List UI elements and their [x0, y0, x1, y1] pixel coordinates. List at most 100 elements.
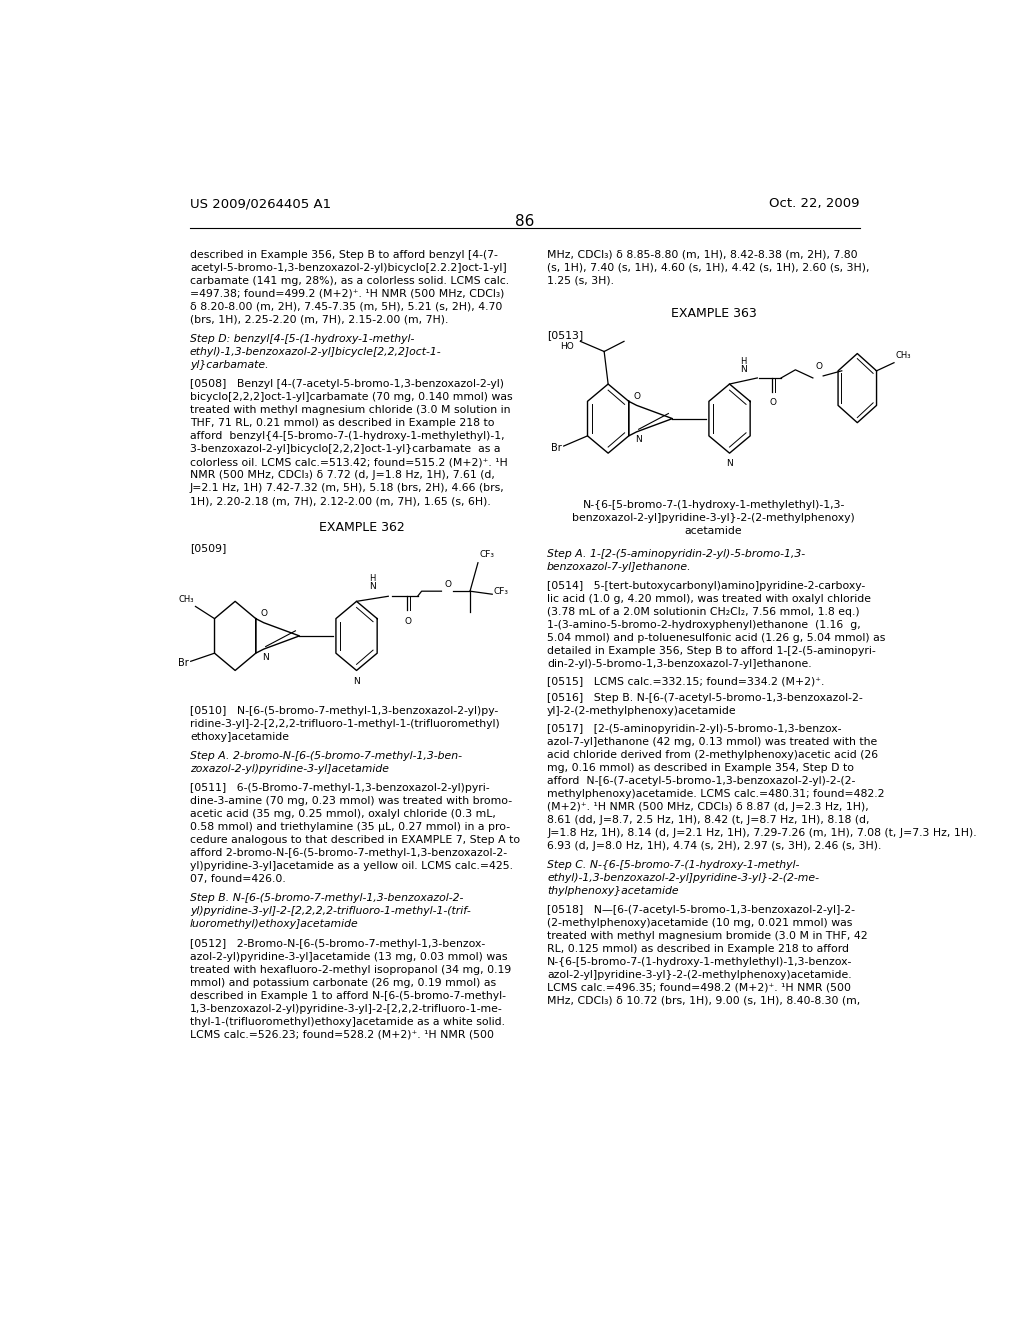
Text: MHz, CDCl₃) δ 8.85-8.80 (m, 1H), 8.42-8.38 (m, 2H), 7.80: MHz, CDCl₃) δ 8.85-8.80 (m, 1H), 8.42-8.… — [547, 249, 858, 260]
Text: Step A. 1-[2-(5-aminopyridin-2-yl)-5-bromo-1,3-: Step A. 1-[2-(5-aminopyridin-2-yl)-5-bro… — [547, 549, 805, 560]
Text: O: O — [770, 399, 776, 408]
Text: δ 8.20-8.00 (m, 2H), 7.45-7.35 (m, 5H), 5.21 (s, 2H), 4.70: δ 8.20-8.00 (m, 2H), 7.45-7.35 (m, 5H), … — [189, 302, 503, 312]
Text: described in Example 1 to afford N-[6-(5-bromo-7-methyl-: described in Example 1 to afford N-[6-(5… — [189, 990, 506, 1001]
Text: described in Example 356, Step B to afford benzyl [4-(7-: described in Example 356, Step B to affo… — [189, 249, 498, 260]
Text: O: O — [444, 581, 452, 589]
Text: 07, found=426.0.: 07, found=426.0. — [189, 874, 286, 884]
Text: O: O — [633, 392, 640, 401]
Text: J=2.1 Hz, 1H) 7.42-7.32 (m, 5H), 5.18 (brs, 2H), 4.66 (brs,: J=2.1 Hz, 1H) 7.42-7.32 (m, 5H), 5.18 (b… — [189, 483, 505, 494]
Text: J=1.8 Hz, 1H), 8.14 (d, J=2.1 Hz, 1H), 7.29-7.26 (m, 1H), 7.08 (t, J=7.3 Hz, 1H): J=1.8 Hz, 1H), 8.14 (d, J=2.1 Hz, 1H), 7… — [547, 828, 977, 838]
Text: Step B. N-[6-(5-bromo-7-methyl-1,3-benzoxazol-2-: Step B. N-[6-(5-bromo-7-methyl-1,3-benzo… — [189, 894, 463, 903]
Text: acetamide: acetamide — [685, 525, 742, 536]
Text: MHz, CDCl₃) δ 10.72 (brs, 1H), 9.00 (s, 1H), 8.40-8.30 (m,: MHz, CDCl₃) δ 10.72 (brs, 1H), 9.00 (s, … — [547, 995, 860, 1006]
Text: 1H), 2.20-2.18 (m, 7H), 2.12-2.00 (m, 7H), 1.65 (s, 6H).: 1H), 2.20-2.18 (m, 7H), 2.12-2.00 (m, 7H… — [189, 496, 490, 507]
Text: benzoxazol-2-yl]pyridine-3-yl}-2-(2-methylphenoxy): benzoxazol-2-yl]pyridine-3-yl}-2-(2-meth… — [572, 513, 855, 523]
Text: N: N — [369, 582, 376, 591]
Text: yl)pyridine-3-yl]acetamide as a yellow oil. LCMS calc.=425.: yl)pyridine-3-yl]acetamide as a yellow o… — [189, 862, 513, 871]
Text: 1,3-benzoxazol-2-yl)pyridine-3-yl]-2-[2,2,2-trifluoro-1-me-: 1,3-benzoxazol-2-yl)pyridine-3-yl]-2-[2,… — [189, 1003, 503, 1014]
Text: [0515]   LCMS calc.=332.15; found=334.2 (M+2)⁺.: [0515] LCMS calc.=332.15; found=334.2 (M… — [547, 676, 824, 686]
Text: Step A. 2-bromo-N-[6-(5-bromo-7-methyl-1,3-ben-: Step A. 2-bromo-N-[6-(5-bromo-7-methyl-1… — [189, 751, 462, 762]
Text: acetyl-5-bromo-1,3-benzoxazol-2-yl)bicyclo[2.2.2]oct-1-yl]: acetyl-5-bromo-1,3-benzoxazol-2-yl)bicyc… — [189, 263, 507, 273]
Text: CH₃: CH₃ — [896, 351, 911, 359]
Text: 6.93 (d, J=8.0 Hz, 1H), 4.74 (s, 2H), 2.97 (s, 3H), 2.46 (s, 3H).: 6.93 (d, J=8.0 Hz, 1H), 4.74 (s, 2H), 2.… — [547, 841, 882, 850]
Text: (3.78 mL of a 2.0M solutionin CH₂Cl₂, 7.56 mmol, 1.8 eq.): (3.78 mL of a 2.0M solutionin CH₂Cl₂, 7.… — [547, 607, 859, 618]
Text: detailed in Example 356, Step B to afford 1-[2-(5-aminopyri-: detailed in Example 356, Step B to affor… — [547, 647, 876, 656]
Text: CF₃: CF₃ — [494, 586, 509, 595]
Text: N: N — [262, 653, 268, 661]
Text: [0513]: [0513] — [547, 330, 584, 341]
Text: N: N — [740, 364, 746, 374]
Text: luoromethyl)ethoxy]acetamide: luoromethyl)ethoxy]acetamide — [189, 920, 358, 929]
Text: bicyclo[2,2,2]oct-1-yl]carbamate (70 mg, 0.140 mmol) was: bicyclo[2,2,2]oct-1-yl]carbamate (70 mg,… — [189, 392, 513, 403]
Text: O: O — [260, 609, 267, 618]
Text: RL, 0.125 mmol) as described in Example 218 to afford: RL, 0.125 mmol) as described in Example … — [547, 944, 849, 954]
Text: =497.38; found=499.2 (M+2)⁺. ¹H NMR (500 MHz, CDCl₃): =497.38; found=499.2 (M+2)⁺. ¹H NMR (500… — [189, 289, 504, 298]
Text: mmol) and potassium carbonate (26 mg, 0.19 mmol) as: mmol) and potassium carbonate (26 mg, 0.… — [189, 978, 496, 987]
Text: colorless oil. LCMS calc.=513.42; found=515.2 (M+2)⁺. ¹H: colorless oil. LCMS calc.=513.42; found=… — [189, 457, 508, 467]
Text: ethoxy]acetamide: ethoxy]acetamide — [189, 733, 289, 742]
Text: thyl-1-(trifluoromethyl)ethoxy]acetamide as a white solid.: thyl-1-(trifluoromethyl)ethoxy]acetamide… — [189, 1016, 505, 1027]
Text: 1.25 (s, 3H).: 1.25 (s, 3H). — [547, 276, 614, 286]
Text: Br: Br — [551, 444, 561, 453]
Text: 86: 86 — [515, 214, 535, 230]
Text: treated with methyl magnesium bromide (3.0 M in THF, 42: treated with methyl magnesium bromide (3… — [547, 931, 867, 941]
Text: afford  N-[6-(7-acetyl-5-bromo-1,3-benzoxazol-2-yl)-2-(2-: afford N-[6-(7-acetyl-5-bromo-1,3-benzox… — [547, 776, 855, 785]
Text: [0508]   Benzyl [4-(7-acetyl-5-bromo-1,3-benzoxazol-2-yl): [0508] Benzyl [4-(7-acetyl-5-bromo-1,3-b… — [189, 379, 504, 389]
Text: ridine-3-yl]-2-[2,2,2-trifluoro-1-methyl-1-(trifluoromethyl): ridine-3-yl]-2-[2,2,2-trifluoro-1-methyl… — [189, 719, 500, 729]
Text: din-2-yl)-5-bromo-1,3-benzoxazol-7-yl]ethanone.: din-2-yl)-5-bromo-1,3-benzoxazol-7-yl]et… — [547, 659, 812, 669]
Text: N-{6-[5-bromo-7-(1-hydroxy-1-methylethyl)-1,3-benzox-: N-{6-[5-bromo-7-(1-hydroxy-1-methylethyl… — [547, 957, 852, 966]
Text: (brs, 1H), 2.25-2.20 (m, 7H), 2.15-2.00 (m, 7H).: (brs, 1H), 2.25-2.20 (m, 7H), 2.15-2.00 … — [189, 315, 449, 325]
Text: Oct. 22, 2009: Oct. 22, 2009 — [769, 197, 860, 210]
Text: LCMS calc.=526.23; found=528.2 (M+2)⁺. ¹H NMR (500: LCMS calc.=526.23; found=528.2 (M+2)⁺. ¹… — [189, 1030, 494, 1040]
Text: 1-(3-amino-5-bromo-2-hydroxyphenyl)ethanone  (1.16  g,: 1-(3-amino-5-bromo-2-hydroxyphenyl)ethan… — [547, 620, 861, 630]
Text: EXAMPLE 363: EXAMPLE 363 — [671, 308, 757, 321]
Text: US 2009/0264405 A1: US 2009/0264405 A1 — [189, 197, 331, 210]
Text: HO: HO — [560, 342, 574, 351]
Text: yl)pyridine-3-yl]-2-[2,2,2,2-trifluoro-1-methyl-1-(trif-: yl)pyridine-3-yl]-2-[2,2,2,2-trifluoro-1… — [189, 907, 471, 916]
Text: mg, 0.16 mmol) as described in Example 354, Step D to: mg, 0.16 mmol) as described in Example 3… — [547, 763, 854, 772]
Text: carbamate (141 mg, 28%), as a colorless solid. LCMS calc.: carbamate (141 mg, 28%), as a colorless … — [189, 276, 509, 286]
Text: N-{6-[5-bromo-7-(1-hydroxy-1-methylethyl)-1,3-: N-{6-[5-bromo-7-(1-hydroxy-1-methylethyl… — [583, 500, 845, 510]
Text: O: O — [404, 616, 412, 626]
Text: thylphenoxy}acetamide: thylphenoxy}acetamide — [547, 886, 679, 896]
Text: treated with hexafluoro-2-methyl isopropanol (34 mg, 0.19: treated with hexafluoro-2-methyl isoprop… — [189, 965, 511, 974]
Text: yl]-2-(2-methylphenoxy)acetamide: yl]-2-(2-methylphenoxy)acetamide — [547, 706, 736, 717]
Text: 3-benzoxazol-2-yl]bicyclo[2,2,2]oct-1-yl}carbamate  as a: 3-benzoxazol-2-yl]bicyclo[2,2,2]oct-1-yl… — [189, 445, 501, 454]
Text: CH₃: CH₃ — [178, 595, 194, 605]
Text: [0518]   N—[6-(7-acetyl-5-bromo-1,3-benzoxazol-2-yl]-2-: [0518] N—[6-(7-acetyl-5-bromo-1,3-benzox… — [547, 904, 855, 915]
Text: ethyl)-1,3-benzoxazol-2-yl]bicycle[2,2,2]oct-1-: ethyl)-1,3-benzoxazol-2-yl]bicycle[2,2,2… — [189, 347, 441, 356]
Text: N: N — [635, 436, 642, 445]
Text: Step C. N-{6-[5-bromo-7-(1-hydroxy-1-methyl-: Step C. N-{6-[5-bromo-7-(1-hydroxy-1-met… — [547, 859, 800, 870]
Text: 8.61 (dd, J=8.7, 2.5 Hz, 1H), 8.42 (t, J=8.7 Hz, 1H), 8.18 (d,: 8.61 (dd, J=8.7, 2.5 Hz, 1H), 8.42 (t, J… — [547, 814, 869, 825]
Text: acid chloride derived from (2-methylphenoxy)acetic acid (26: acid chloride derived from (2-methylphen… — [547, 750, 879, 759]
Text: THF, 71 RL, 0.21 mmol) as described in Example 218 to: THF, 71 RL, 0.21 mmol) as described in E… — [189, 418, 495, 428]
Text: azol-2-yl]pyridine-3-yl}-2-(2-methylphenoxy)acetamide.: azol-2-yl]pyridine-3-yl}-2-(2-methylphen… — [547, 970, 852, 979]
Text: CF₃: CF₃ — [479, 549, 495, 558]
Text: LCMS calc.=496.35; found=498.2 (M+2)⁺. ¹H NMR (500: LCMS calc.=496.35; found=498.2 (M+2)⁺. ¹… — [547, 983, 851, 993]
Text: yl}carbamate.: yl}carbamate. — [189, 360, 268, 370]
Text: N: N — [353, 677, 359, 685]
Text: ethyl)-1,3-benzoxazol-2-yl]pyridine-3-yl}-2-(2-me-: ethyl)-1,3-benzoxazol-2-yl]pyridine-3-yl… — [547, 873, 819, 883]
Text: [0509]: [0509] — [189, 543, 226, 553]
Text: 5.04 mmol) and p-toluenesulfonic acid (1.26 g, 5.04 mmol) as: 5.04 mmol) and p-toluenesulfonic acid (1… — [547, 634, 886, 643]
Text: afford  benzyl{4-[5-bromo-7-(1-hydroxy-1-methylethyl)-1,: afford benzyl{4-[5-bromo-7-(1-hydroxy-1-… — [189, 432, 505, 441]
Text: H: H — [370, 574, 376, 583]
Text: H: H — [740, 356, 746, 366]
Text: [0512]   2-Bromo-N-[6-(5-bromo-7-methyl-1,3-benzox-: [0512] 2-Bromo-N-[6-(5-bromo-7-methyl-1,… — [189, 939, 485, 949]
Text: [0511]   6-(5-Bromo-7-methyl-1,3-benzoxazol-2-yl)pyri-: [0511] 6-(5-Bromo-7-methyl-1,3-benzoxazo… — [189, 783, 489, 793]
Text: cedure analogous to that described in EXAMPLE 7, Step A to: cedure analogous to that described in EX… — [189, 836, 520, 845]
Text: zoxazol-2-yl)pyridine-3-yl]acetamide: zoxazol-2-yl)pyridine-3-yl]acetamide — [189, 764, 389, 774]
Text: [0516]   Step B. N-[6-(7-acetyl-5-bromo-1,3-benzoxazol-2-: [0516] Step B. N-[6-(7-acetyl-5-bromo-1,… — [547, 693, 863, 704]
Text: (2-methylphenoxy)acetamide (10 mg, 0.021 mmol) was: (2-methylphenoxy)acetamide (10 mg, 0.021… — [547, 917, 852, 928]
Text: benzoxazol-7-yl]ethanone.: benzoxazol-7-yl]ethanone. — [547, 562, 691, 572]
Text: afford 2-bromo-N-[6-(5-bromo-7-methyl-1,3-benzoxazol-2-: afford 2-bromo-N-[6-(5-bromo-7-methyl-1,… — [189, 849, 507, 858]
Text: [0514]   5-[tert-butoxycarbonyl)amino]pyridine-2-carboxy-: [0514] 5-[tert-butoxycarbonyl)amino]pyri… — [547, 581, 865, 591]
Text: azol-7-yl]ethanone (42 mg, 0.13 mmol) was treated with the: azol-7-yl]ethanone (42 mg, 0.13 mmol) wa… — [547, 737, 878, 747]
Text: N: N — [726, 459, 733, 469]
Text: acetic acid (35 mg, 0.25 mmol), oxalyl chloride (0.3 mL,: acetic acid (35 mg, 0.25 mmol), oxalyl c… — [189, 809, 496, 820]
Text: [0510]   N-[6-(5-bromo-7-methyl-1,3-benzoxazol-2-yl)py-: [0510] N-[6-(5-bromo-7-methyl-1,3-benzox… — [189, 706, 498, 715]
Text: NMR (500 MHz, CDCl₃) δ 7.72 (d, J=1.8 Hz, 1H), 7.61 (d,: NMR (500 MHz, CDCl₃) δ 7.72 (d, J=1.8 Hz… — [189, 470, 495, 480]
Text: Br: Br — [177, 659, 188, 668]
Text: treated with methyl magnesium chloride (3.0 M solution in: treated with methyl magnesium chloride (… — [189, 405, 510, 416]
Text: 0.58 mmol) and triethylamine (35 μL, 0.27 mmol) in a pro-: 0.58 mmol) and triethylamine (35 μL, 0.2… — [189, 822, 510, 833]
